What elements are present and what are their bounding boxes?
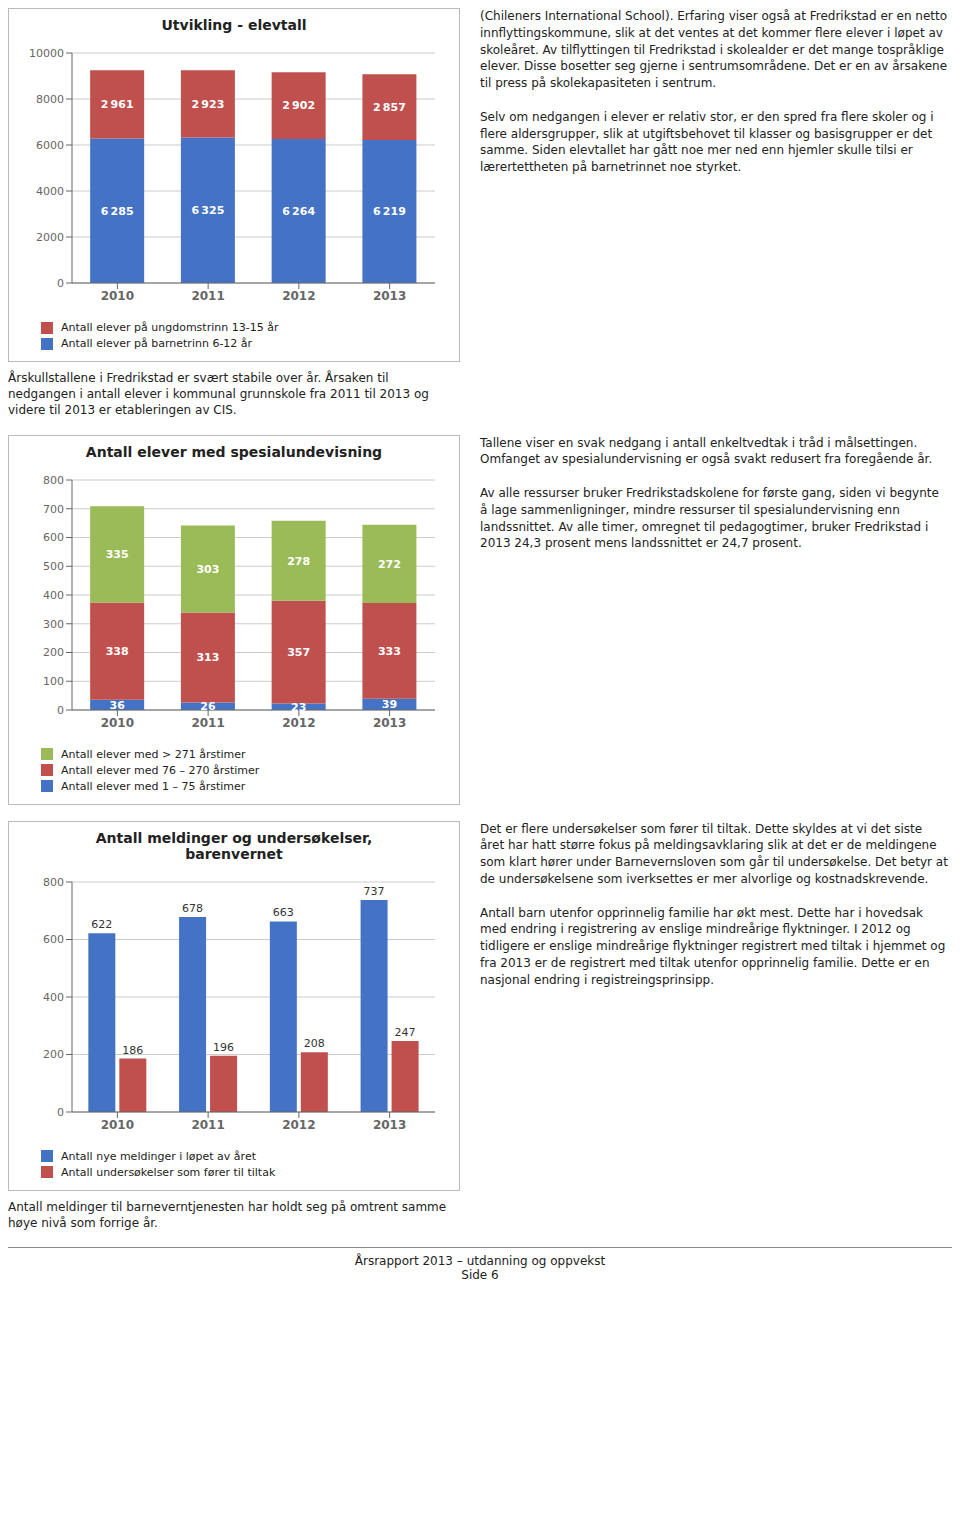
svg-text:335: 335 bbox=[106, 548, 129, 561]
svg-text:2013: 2013 bbox=[373, 715, 406, 729]
html-text:Antall meldinger til barnevern: Antall meldinger til barneverntjenesten … bbox=[8, 1199, 450, 1230]
html-text:Utvikling - elevtall: Utvikling - elevtall bbox=[161, 17, 307, 33]
svg-text:2 923: 2 923 bbox=[191, 98, 224, 111]
svg-text:2011: 2011 bbox=[191, 715, 224, 729]
svg-text:333: 333 bbox=[378, 644, 401, 657]
svg-text:6 264: 6 264 bbox=[282, 205, 315, 218]
svg-text:6 325: 6 325 bbox=[191, 204, 224, 217]
html-text:Årsrapport 2013 – utdanning og: Årsrapport 2013 – utdanning og oppvekst bbox=[354, 1253, 606, 1268]
svg-text:700: 700 bbox=[43, 502, 64, 515]
svg-text:2011: 2011 bbox=[191, 289, 224, 303]
svg-text:500: 500 bbox=[43, 560, 64, 573]
html-text:Antall elever med 1 – 75 årsti: Antall elever med 1 – 75 årstimer bbox=[61, 779, 246, 793]
svg-text:338: 338 bbox=[106, 645, 129, 658]
svg-text:2000: 2000 bbox=[36, 231, 64, 244]
svg-text:6000: 6000 bbox=[36, 139, 64, 152]
html-text:Antall meldinger og undersøkel: Antall meldinger og undersøkelser, baren… bbox=[95, 829, 373, 862]
svg-text:600: 600 bbox=[43, 933, 64, 946]
svg-text:303: 303 bbox=[196, 562, 219, 575]
svg-text:8000: 8000 bbox=[36, 93, 64, 106]
svg-text:2012: 2012 bbox=[282, 1117, 315, 1131]
html-text:Antall elever med > 271 årstim: Antall elever med > 271 årstimer bbox=[61, 747, 246, 761]
svg-text:2010: 2010 bbox=[101, 289, 134, 303]
svg-text:0: 0 bbox=[57, 1105, 64, 1118]
html-text:Det er flere undersøkelser som: Det er flere undersøkelser som fører til… bbox=[480, 821, 952, 987]
html-text:(Chileners International Schoo: (Chileners International School). Erfari… bbox=[480, 9, 951, 175]
html-text:Side 6: Side 6 bbox=[461, 1267, 499, 1282]
svg-text:200: 200 bbox=[43, 646, 64, 659]
svg-text:36: 36 bbox=[109, 698, 125, 711]
html-text:Årskullstallene i Fredrikstad: Årskullstallene i Fredrikstad er svært s… bbox=[8, 371, 433, 418]
svg-text:400: 400 bbox=[43, 588, 64, 601]
html-text:Antall elever med spesialundev: Antall elever med spesialundevisning bbox=[85, 443, 383, 460]
svg-text:186: 186 bbox=[122, 1043, 143, 1056]
svg-text:400: 400 bbox=[43, 990, 64, 1003]
svg-text:2010: 2010 bbox=[101, 715, 134, 729]
svg-text:300: 300 bbox=[43, 617, 64, 630]
svg-text:23: 23 bbox=[291, 700, 306, 713]
svg-text:313: 313 bbox=[196, 651, 219, 664]
svg-text:272: 272 bbox=[378, 557, 401, 570]
svg-text:800: 800 bbox=[43, 473, 64, 486]
svg-text:200: 200 bbox=[43, 1048, 64, 1061]
svg-text:2013: 2013 bbox=[373, 289, 406, 303]
svg-text:100: 100 bbox=[43, 675, 64, 688]
svg-text:39: 39 bbox=[382, 698, 397, 711]
html-text:Antall elever på ungdomstrinn: Antall elever på ungdomstrinn 13-15 år bbox=[61, 321, 279, 334]
svg-text:0: 0 bbox=[57, 703, 64, 716]
html-text:Antall elever med 76 – 270 års: Antall elever med 76 – 270 årstimer bbox=[61, 763, 260, 777]
svg-text:0: 0 bbox=[57, 277, 64, 290]
html-text:Antall nye meldinger i løpet a: Antall nye meldinger i løpet av året bbox=[61, 1149, 256, 1163]
svg-text:2012: 2012 bbox=[282, 715, 315, 729]
svg-text:622: 622 bbox=[91, 918, 112, 931]
svg-text:4000: 4000 bbox=[36, 185, 64, 198]
svg-text:2 902: 2 902 bbox=[282, 99, 315, 112]
svg-text:6 219: 6 219 bbox=[373, 205, 406, 218]
svg-text:2 857: 2 857 bbox=[373, 101, 406, 114]
html-text:Antall elever på barnetrinn 6-: Antall elever på barnetrinn 6-12 år bbox=[61, 337, 253, 350]
svg-text:278: 278 bbox=[287, 554, 310, 567]
svg-text:737: 737 bbox=[364, 885, 385, 898]
svg-text:10000: 10000 bbox=[29, 47, 64, 60]
svg-text:2011: 2011 bbox=[191, 1117, 224, 1131]
html-text:Tallene viser en svak nedgang: Tallene viser en svak nedgang i antall e… bbox=[480, 435, 943, 551]
svg-text:663: 663 bbox=[273, 906, 294, 919]
svg-text:6 285: 6 285 bbox=[101, 205, 134, 218]
html-text:Antall undersøkelser som fører: Antall undersøkelser som fører til tilta… bbox=[61, 1165, 276, 1179]
svg-text:357: 357 bbox=[287, 646, 310, 659]
svg-text:208: 208 bbox=[304, 1037, 325, 1050]
svg-text:26: 26 bbox=[200, 700, 216, 713]
svg-text:678: 678 bbox=[182, 902, 203, 915]
svg-text:247: 247 bbox=[395, 1026, 416, 1039]
svg-text:2012: 2012 bbox=[282, 289, 315, 303]
svg-text:196: 196 bbox=[213, 1040, 234, 1053]
svg-text:2010: 2010 bbox=[101, 1117, 134, 1131]
svg-text:600: 600 bbox=[43, 531, 64, 544]
svg-text:800: 800 bbox=[43, 875, 64, 888]
svg-text:2 961: 2 961 bbox=[101, 98, 134, 111]
svg-text:2013: 2013 bbox=[373, 1117, 406, 1131]
